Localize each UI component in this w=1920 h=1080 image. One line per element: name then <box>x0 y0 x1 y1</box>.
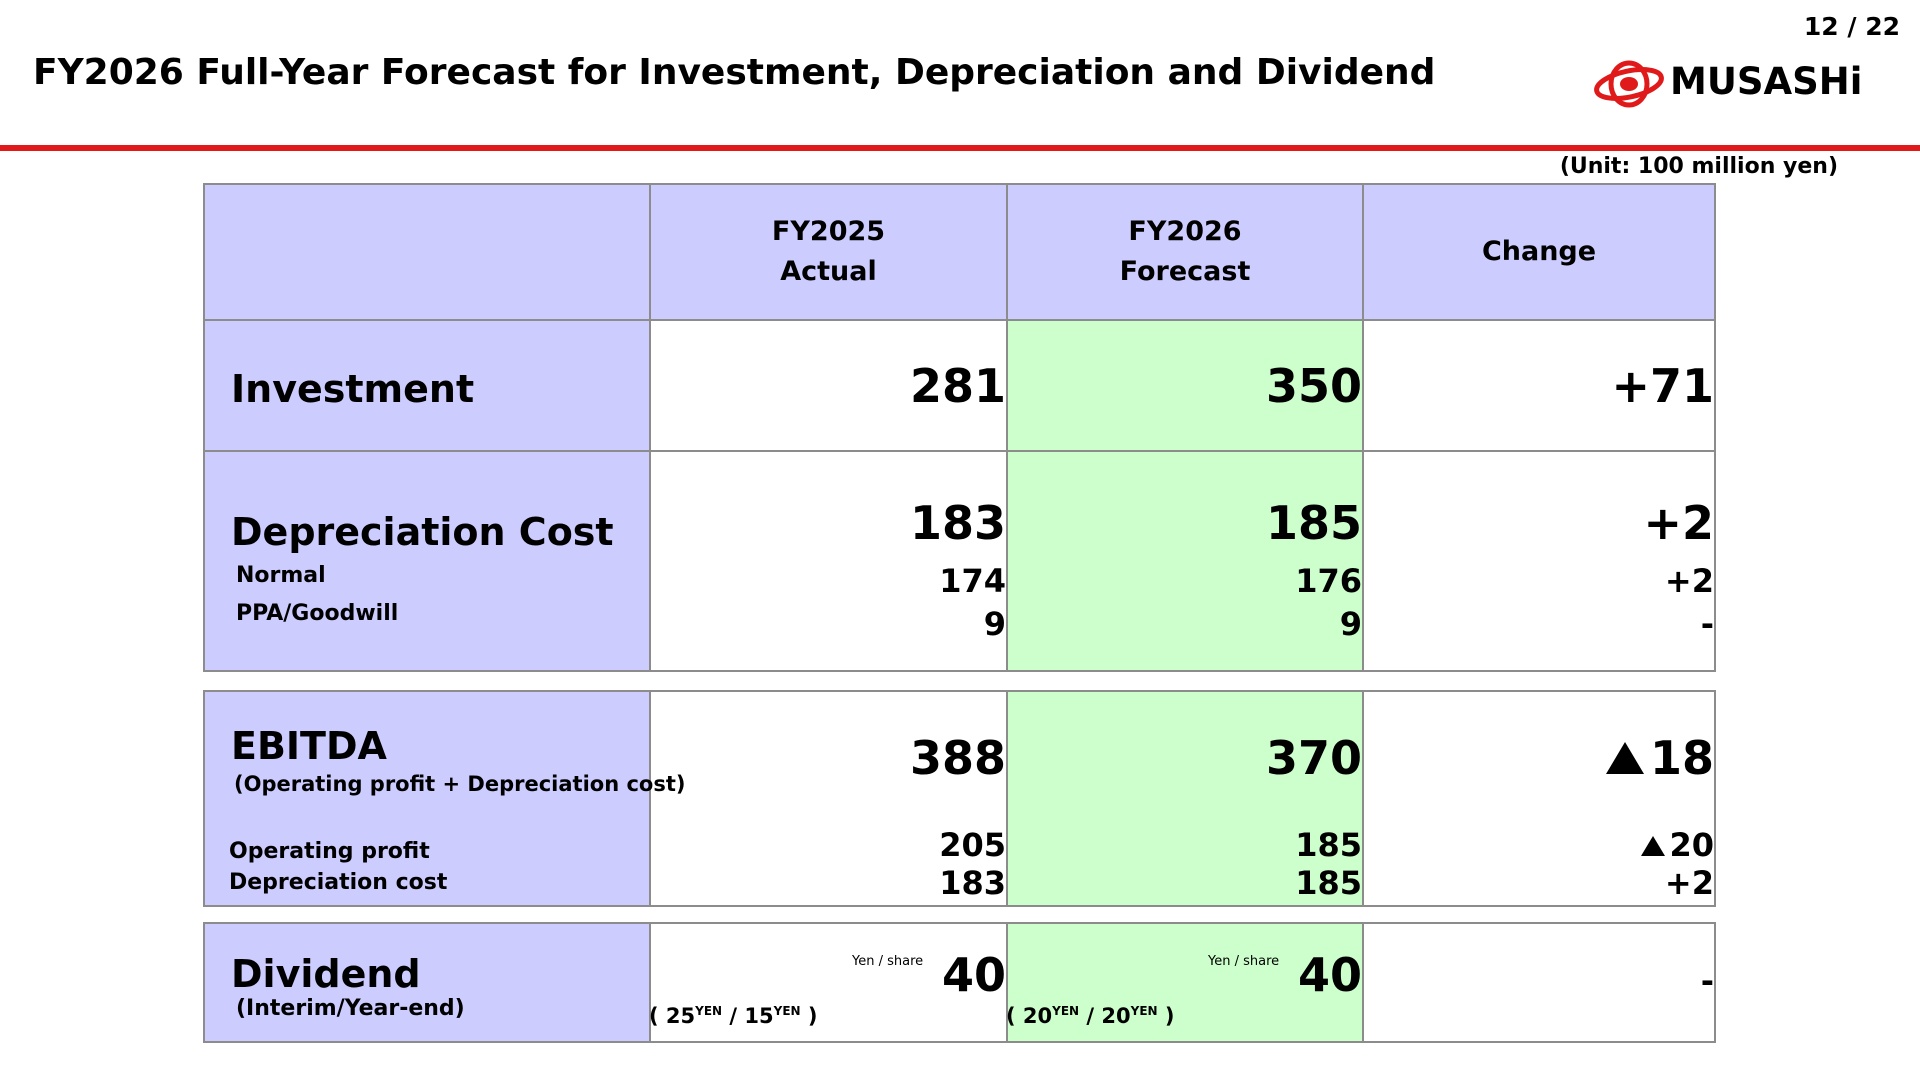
fy2025-column <box>649 924 1006 1041</box>
ebitda-op-label: Operating profit <box>229 839 430 864</box>
depreciation-ppa-change: - <box>1700 605 1714 643</box>
header-fy2025-type: Actual <box>780 256 877 287</box>
ebitda-change-value: 18 <box>1649 731 1714 785</box>
header-fy2025: FY2025 Actual <box>649 185 1006 319</box>
decrease-triangle-icon <box>1641 836 1666 856</box>
slide-title: FY2026 Full-Year Forecast for Investment… <box>33 52 1436 93</box>
fy2026-column <box>1006 692 1362 905</box>
musashi-emblem-icon <box>1594 60 1664 108</box>
depreciation-ppa-label: PPA/Goodwill <box>236 601 399 626</box>
decrease-triangle-icon <box>1605 742 1644 774</box>
dividend-sublabel: (Interim/Year-end) <box>236 996 465 1021</box>
depreciation-fy2025: 183 <box>909 496 1006 550</box>
dividend-fy2026-breakdown: ( 20YEN / 20YEN ) <box>1006 1004 1175 1028</box>
dividend-fy2025-unit: Yen / share <box>852 954 924 969</box>
investment-fy2026: 350 <box>1265 359 1362 413</box>
ebitda-op-fy2025: 205 <box>939 826 1006 864</box>
header-fy2026: FY2026 Forecast <box>1006 185 1362 319</box>
header-change-label: Change <box>1481 236 1597 267</box>
dividend-fy2026-unit: Yen / share <box>1208 954 1280 969</box>
label-column <box>205 924 649 1041</box>
depreciation-ppa-fy2026: 9 <box>1339 605 1362 643</box>
depreciation-ppa-fy2025: 9 <box>983 605 1006 643</box>
dividend-fy2025: 40 <box>941 948 1006 1002</box>
ebitda-dep-change: +2 <box>1664 864 1714 902</box>
investment-change: +71 <box>1611 359 1714 413</box>
change-column <box>1362 924 1714 1041</box>
header-divider <box>0 145 1920 151</box>
fy2025-column <box>649 692 1006 905</box>
header-fy2026-type: Forecast <box>1119 256 1251 287</box>
dividend-label: Dividend <box>231 952 421 996</box>
investment-fy2025: 281 <box>909 359 1006 413</box>
depreciation-normal-fy2026: 176 <box>1295 562 1362 600</box>
ebitda-change: 18 <box>1362 731 1714 785</box>
unit-note: (Unit: 100 million yen) <box>1559 154 1838 179</box>
depreciation-normal-change: +2 <box>1664 562 1714 600</box>
depreciation-fy2026: 185 <box>1265 496 1362 550</box>
ebitda-fy2026: 370 <box>1265 731 1362 785</box>
ebitda-dep-fy2026: 185 <box>1295 864 1362 902</box>
page-number: 12 / 22 <box>1803 12 1900 41</box>
ebitda-label: EBITDA <box>231 724 387 768</box>
dividend-table: Dividend (Interim/Year-end) Yen / share … <box>203 922 1716 1043</box>
dividend-change: - <box>1700 962 1714 1000</box>
capex-table: FY2025 Actual FY2026 Forecast Change Inv… <box>203 183 1716 672</box>
label-column <box>205 185 649 670</box>
header-fy2026-year: FY2026 <box>1128 216 1242 247</box>
fy2026-column <box>1006 924 1362 1041</box>
row-divider <box>205 319 1714 321</box>
ebitda-op-fy2026: 185 <box>1295 826 1362 864</box>
ebitda-fy2025: 388 <box>909 731 1006 785</box>
ebitda-dep-label: Depreciation cost <box>229 870 448 895</box>
dividend-fy2026: 40 <box>1297 948 1362 1002</box>
ebitda-op-change: 20 <box>1362 826 1714 864</box>
ebitda-dep-fy2025: 183 <box>939 864 1006 902</box>
musashi-logo: MUSASHi <box>1592 58 1862 110</box>
row-divider <box>205 450 1714 452</box>
dividend-fy2025-breakdown: ( 25YEN / 15YEN ) <box>649 1004 818 1028</box>
ebitda-op-change-value: 20 <box>1669 826 1714 864</box>
label-column <box>205 692 649 905</box>
depreciation-label: Depreciation Cost <box>231 510 614 554</box>
ebitda-table: EBITDA (Operating profit + Depreciation … <box>203 690 1716 907</box>
ebitda-sublabel: (Operating profit + Depreciation cost) <box>234 772 686 796</box>
change-column <box>1362 692 1714 905</box>
depreciation-normal-label: Normal <box>236 563 326 588</box>
depreciation-change: +2 <box>1643 496 1714 550</box>
investment-label: Investment <box>231 367 475 411</box>
header-change: Change <box>1362 185 1714 319</box>
depreciation-normal-fy2025: 174 <box>939 562 1006 600</box>
logo-text: MUSASHi <box>1670 60 1863 103</box>
header-fy2025-year: FY2025 <box>771 216 886 247</box>
